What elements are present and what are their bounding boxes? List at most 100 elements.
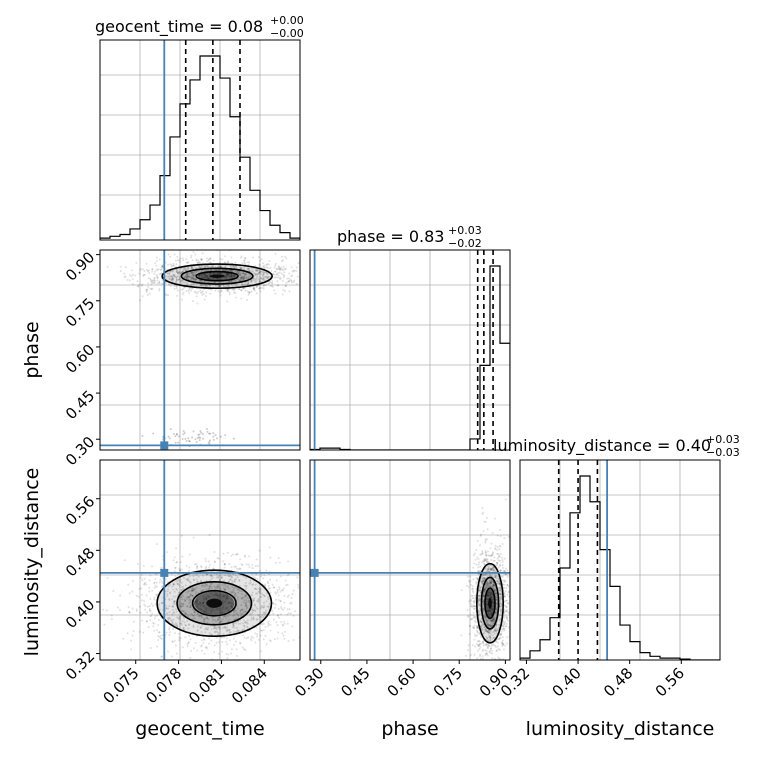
panel-hist-luminosity_distance: 0.32 0.40 0.48 0.56 [497,459,721,700]
scatter-point [157,268,160,271]
scatter-point [172,583,175,586]
scatter-point [486,595,489,598]
scatter-point [184,624,187,627]
scatter-point [220,594,223,597]
scatter-point [153,276,156,279]
scatter-point [273,273,276,276]
scatter-point [272,586,275,589]
scatter-point [165,282,168,285]
scatter-point [262,262,265,265]
scatter-point [217,583,220,586]
scatter-point [160,282,163,285]
scatter-point [217,290,220,293]
scatter-point [493,590,496,593]
scatter-point [207,259,210,262]
scatter-point [194,253,197,256]
scatter-point [251,583,254,586]
scatter-point [186,275,189,278]
scatter-point [206,275,209,278]
scatter-point [487,566,490,569]
scatter-point [504,625,507,628]
scatter-point [233,586,236,589]
scatter-point [143,270,146,273]
scatter-point [153,629,156,632]
scatter-point [232,643,235,646]
scatter-point [235,648,238,651]
scatter-point [484,635,487,638]
scatter-point [484,618,487,621]
scatter-point [203,597,206,600]
scatter-point [478,589,481,592]
scatter-point [477,600,480,603]
scatter-point [192,614,195,617]
scatter-point [184,599,187,602]
scatter-point [472,578,475,581]
scatter-point [491,585,494,588]
scatter-point [485,598,488,601]
scatter-point [138,587,141,590]
scatter-point [503,600,506,603]
scatter-point [243,287,246,290]
panel-frame [309,249,511,451]
scatter-point [492,581,495,584]
scatter-point [477,598,480,601]
scatter-point [182,268,185,271]
scatter-point [203,273,206,276]
scatter-point [235,654,238,657]
scatter-point [500,628,503,631]
scatter-point [193,563,196,566]
scatter-point [160,268,163,271]
scatter-point [243,273,246,276]
scatter-point [192,278,195,281]
scatter-point [493,588,496,591]
scatter-point [229,631,232,634]
scatter-point [259,587,262,590]
scatter-point [225,615,228,618]
scatter-point [488,612,491,615]
scatter-point [155,645,158,648]
scatter-point [228,291,231,294]
scatter-point [488,609,491,612]
scatter-point [485,602,488,605]
scatter-point [203,638,206,641]
scatter-point [228,613,231,616]
scatter-point [489,568,492,571]
scatter-point [490,645,493,648]
scatter-point [492,567,495,570]
scatter-point [222,269,225,272]
scatter-point [481,573,484,576]
scatter-point [292,589,295,592]
scatter-point [504,595,507,598]
scatter-point [255,277,258,280]
scatter-point [208,566,211,569]
scatter-point [505,610,508,613]
scatter-point [512,608,514,610]
scatter-point [501,630,504,633]
scatter-point [275,273,278,276]
scatter-point [234,292,237,295]
scatter-point [489,624,492,627]
scatter-point [206,584,209,587]
scatter-point [195,562,198,565]
scatter-point [288,280,291,283]
scatter-point [262,577,265,580]
scatter-point [224,274,227,277]
scatter-point [485,597,488,600]
scatter-point [488,632,491,635]
scatter-point [190,271,193,274]
scatter-point [262,277,265,280]
scatter-point [224,585,227,588]
scatter-point [503,557,506,560]
scatter-point [252,637,255,640]
scatter-point [185,275,188,278]
scatter-point [188,275,191,278]
scatter-point [207,277,210,280]
scatter-point [182,627,185,630]
scatter-point [205,264,208,267]
scatter-point [204,276,207,279]
scatter-point [489,635,492,638]
scatter-point [504,567,507,570]
scatter-point [486,607,489,610]
scatter-point [502,642,505,645]
scatter-point [131,278,134,281]
